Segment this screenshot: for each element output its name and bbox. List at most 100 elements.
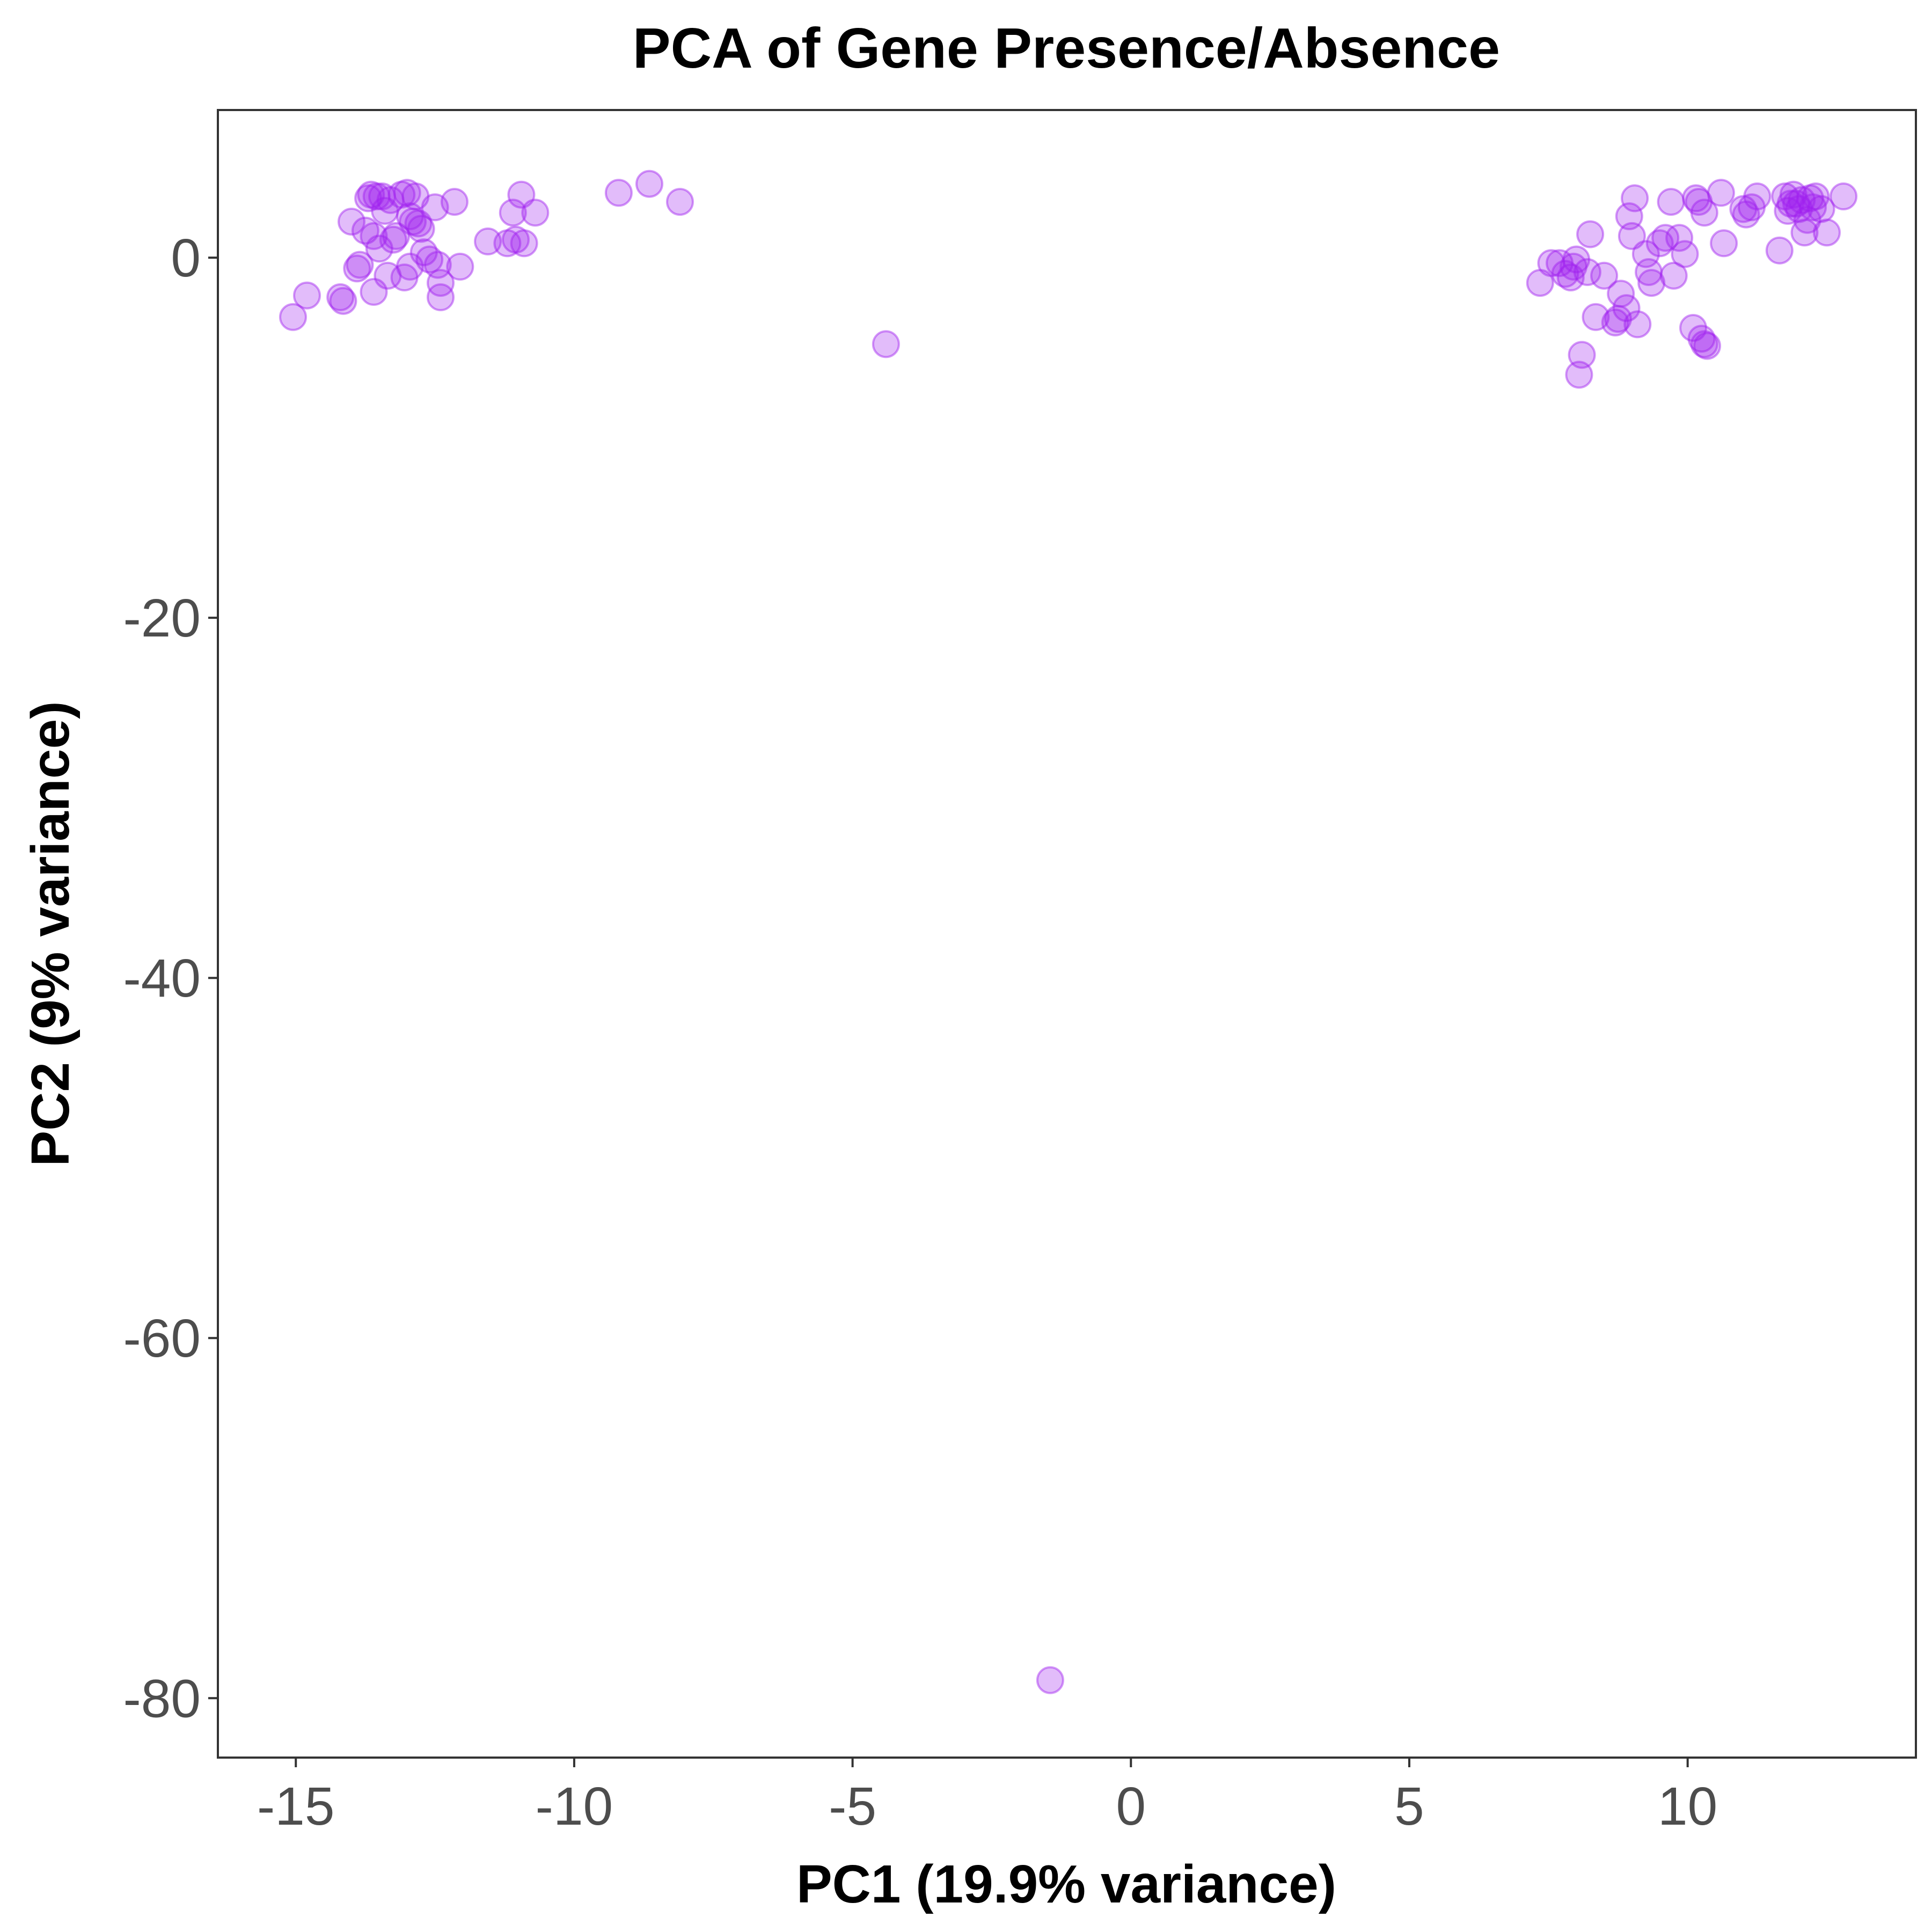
y-axis-title: PC2 (9% variance): [20, 701, 80, 1166]
data-point: [1621, 184, 1649, 213]
data-point: [415, 245, 444, 274]
data-point: [368, 182, 396, 210]
data-point: [1790, 218, 1819, 247]
data-point: [1793, 206, 1821, 234]
data-point: [1710, 229, 1738, 258]
data-point: [1623, 310, 1652, 339]
chart-title: PCA of Gene Presence/Absence: [633, 17, 1500, 80]
data-point: [279, 303, 307, 331]
data-point: [1813, 218, 1841, 247]
data-point: [346, 251, 374, 279]
data-point: [440, 188, 469, 216]
data-point: [1693, 332, 1721, 360]
data-point: [1774, 196, 1802, 225]
data-point: [401, 182, 430, 210]
data-point: [872, 330, 900, 358]
data-point: [1771, 182, 1799, 210]
data-point: [604, 179, 633, 207]
data-point: [1036, 1666, 1064, 1694]
data-point: [1665, 224, 1694, 252]
data-point: [446, 252, 474, 281]
data-point: [1556, 264, 1585, 291]
data-point: [376, 186, 405, 214]
data-point: [1788, 186, 1816, 214]
data-point: [1738, 193, 1766, 222]
data-point: [1687, 325, 1716, 353]
data-point: [1657, 188, 1685, 216]
data-point: [1526, 269, 1554, 297]
data-point: [382, 222, 410, 250]
data-point: [502, 225, 530, 254]
data-point: [393, 179, 421, 207]
data-point: [338, 208, 365, 236]
data-point: [1779, 180, 1807, 209]
x-tick-label: 5: [1394, 1776, 1424, 1836]
data-point: [351, 216, 379, 245]
data-point: [1707, 179, 1735, 207]
data-point: [493, 229, 522, 258]
x-axis: -15 -10 -5 0 5 10: [257, 1758, 1717, 1836]
data-point: [1601, 308, 1629, 336]
plot-panel: [217, 109, 1917, 1759]
data-point: [1743, 182, 1772, 210]
data-point: [1732, 200, 1760, 229]
data-point: [1604, 305, 1632, 333]
data-point: [343, 254, 371, 283]
data-point: [409, 238, 438, 267]
data-point: [474, 227, 502, 255]
data-point: [390, 264, 419, 291]
data-point: [1807, 195, 1835, 223]
data-point: [1565, 361, 1593, 389]
y-tick-label: -60: [123, 1308, 201, 1368]
data-point: [365, 235, 393, 263]
data-point: [293, 281, 321, 310]
data-point: [374, 261, 402, 290]
data-point: [1765, 236, 1794, 265]
data-point: [1551, 260, 1579, 288]
data-point: [360, 277, 388, 306]
data-point: [1607, 280, 1635, 308]
data-point: [1829, 182, 1858, 210]
data-point: [1679, 314, 1707, 342]
data-point: [1537, 249, 1565, 277]
data-point: [666, 188, 694, 216]
data-point: [371, 196, 399, 225]
x-tick-label: -15: [257, 1776, 335, 1836]
data-point: [1573, 258, 1601, 286]
data-point: [379, 225, 407, 254]
x-axis-title: PC1 (19.9% variance): [796, 1854, 1336, 1914]
data-point: [387, 180, 416, 209]
data-point: [507, 180, 536, 209]
data-point: [1612, 294, 1641, 323]
data-point: [396, 252, 424, 281]
data-point: [326, 283, 355, 311]
y-axis: 0 -20 -40 -60 -80: [123, 228, 218, 1729]
data-point: [1651, 224, 1680, 252]
data-point: [1685, 188, 1713, 216]
data-point: [1776, 189, 1805, 218]
data-point: [499, 199, 527, 227]
x-tick-label: 10: [1658, 1776, 1717, 1836]
y-tick-label: 0: [171, 228, 201, 288]
data-point: [1690, 199, 1718, 227]
data-point: [1631, 240, 1660, 268]
data-point: [399, 208, 427, 236]
data-point: [1637, 269, 1666, 297]
data-point: [407, 215, 435, 243]
data-point: [1802, 182, 1830, 210]
data-point: [1659, 261, 1688, 290]
data-point: [1582, 303, 1610, 331]
data-point: [354, 184, 383, 213]
y-tick-label: -80: [123, 1668, 201, 1729]
y-tick-label: -20: [123, 588, 201, 648]
points-layer: [279, 170, 1858, 1694]
x-tick-label: 0: [1116, 1776, 1146, 1836]
data-point: [1635, 258, 1663, 286]
data-point: [1785, 195, 1813, 223]
y-tick-label: -40: [123, 948, 201, 1008]
data-point: [1615, 202, 1643, 230]
data-point: [357, 180, 385, 209]
data-point: [1645, 229, 1674, 258]
data-point: [521, 199, 550, 227]
